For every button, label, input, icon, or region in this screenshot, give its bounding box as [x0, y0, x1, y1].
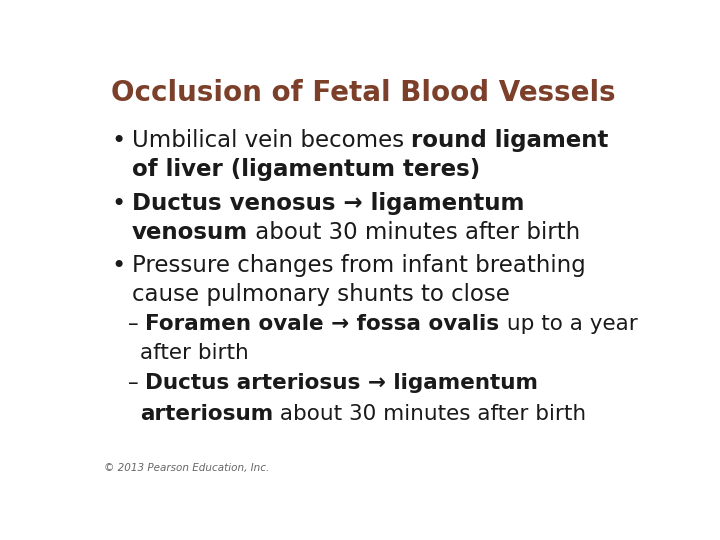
Text: of liver (ligamentum teres): of liver (ligamentum teres) — [132, 158, 480, 181]
Text: •: • — [111, 129, 125, 153]
Text: venosum: venosum — [132, 221, 248, 244]
Text: Ductus arteriosus → ligamentum: Ductus arteriosus → ligamentum — [145, 373, 539, 393]
Text: cause pulmonary shunts to close: cause pulmonary shunts to close — [132, 283, 510, 306]
Text: Ductus venosus → ligamentum: Ductus venosus → ligamentum — [132, 192, 524, 214]
Text: –: – — [128, 314, 145, 334]
Text: •: • — [111, 254, 125, 278]
Text: © 2013 Pearson Education, Inc.: © 2013 Pearson Education, Inc. — [104, 463, 269, 473]
Text: Umbilical vein becomes: Umbilical vein becomes — [132, 129, 411, 152]
Text: Pressure changes from infant breathing: Pressure changes from infant breathing — [132, 254, 585, 277]
Text: about 30 minutes after birth: about 30 minutes after birth — [274, 404, 587, 424]
Text: after birth: after birth — [140, 342, 249, 362]
Text: about 30 minutes after birth: about 30 minutes after birth — [248, 221, 580, 244]
Text: –: – — [128, 373, 145, 393]
Text: up to a year: up to a year — [500, 314, 637, 334]
Text: Foramen ovale → fossa ovalis: Foramen ovale → fossa ovalis — [145, 314, 500, 334]
Text: Occlusion of Fetal Blood Vessels: Occlusion of Fetal Blood Vessels — [111, 79, 616, 107]
Text: •: • — [111, 192, 125, 215]
Text: arteriosum: arteriosum — [140, 404, 274, 424]
Text: round ligament: round ligament — [411, 129, 608, 152]
